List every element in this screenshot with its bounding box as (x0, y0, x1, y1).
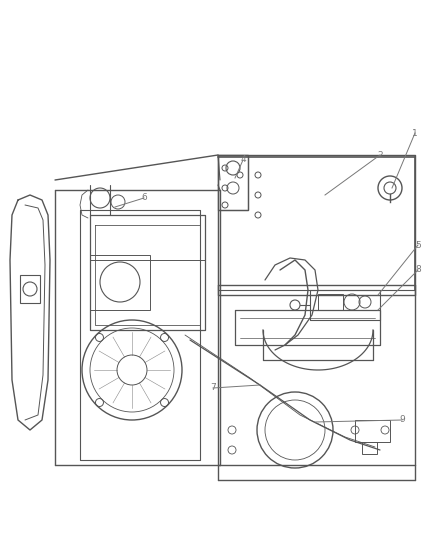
Bar (90, 255, 150, 310)
Text: 5: 5 (415, 240, 421, 249)
Bar (20, 275, 40, 303)
Text: 6: 6 (141, 193, 147, 203)
Text: 2: 2 (377, 150, 383, 159)
Bar (218, 155, 248, 210)
Bar (362, 442, 377, 454)
Text: 4: 4 (240, 156, 246, 165)
Text: 8: 8 (415, 265, 421, 274)
Text: 1: 1 (412, 128, 418, 138)
Bar (355, 420, 390, 442)
Text: 9: 9 (399, 416, 405, 424)
Bar (318, 294, 343, 310)
Text: 7: 7 (210, 384, 216, 392)
